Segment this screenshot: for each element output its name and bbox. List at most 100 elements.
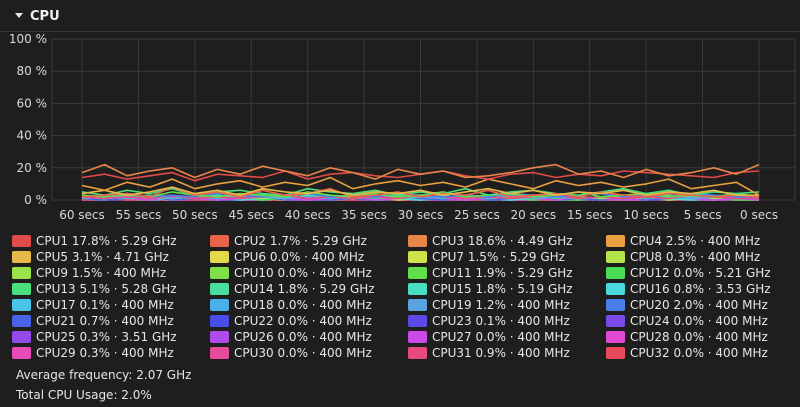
legend-swatch: [210, 251, 229, 263]
legend-swatch: [606, 251, 625, 263]
legend-cpu-detail: 1.5% · 5.29 GHz: [464, 250, 565, 264]
legend-cpu-detail: 0.0% · 5.21 GHz: [669, 266, 771, 280]
legend-cpu-detail: 0.8% · 3.53 GHz: [669, 282, 771, 296]
x-tick-label: 40 secs: [285, 208, 331, 222]
legend-item-cpu23: CPU23 0.1% · 400 MHz: [408, 313, 570, 329]
x-tick-label: 45 secs: [228, 208, 274, 222]
legend-item-cpu12: CPU12 0.0% · 5.21 GHz: [606, 265, 771, 281]
legend-cpu-name: CPU10: [234, 266, 274, 280]
legend-swatch: [210, 347, 229, 359]
x-tick-label: 10 secs: [623, 208, 669, 222]
y-tick-label: 40 %: [17, 129, 48, 143]
legend-cpu-name: CPU30: [234, 346, 274, 360]
y-tick-label: 60 %: [17, 96, 48, 110]
legend-cpu-name: CPU5: [36, 250, 69, 264]
average-frequency: Average frequency: 2.07 GHz: [16, 368, 192, 382]
legend-cpu-name: CPU14: [234, 282, 274, 296]
legend-swatch: [606, 267, 625, 279]
legend-cpu-name: CPU21: [36, 314, 76, 328]
series-line-cpu2: [81, 186, 760, 198]
legend-swatch: [606, 347, 625, 359]
legend-item-cpu14: CPU14 1.8% · 5.29 GHz: [210, 281, 375, 297]
legend-cpu-detail: 0.1% · 400 MHz: [471, 314, 570, 328]
legend-swatch: [408, 283, 427, 295]
legend-cpu-detail: 5.1% · 5.28 GHz: [75, 282, 177, 296]
legend-swatch: [408, 315, 427, 327]
series-line-cpu5: [81, 186, 759, 196]
legend-cpu-name: CPU7: [432, 250, 465, 264]
legend-cpu-detail: 0.0% · 400 MHz: [273, 298, 372, 312]
chevron-down-icon[interactable]: [15, 13, 23, 18]
x-tick-label: 0 secs: [740, 208, 778, 222]
legend-swatch: [408, 347, 427, 359]
legend-item-cpu18: CPU18 0.0% · 400 MHz: [210, 297, 372, 313]
legend-cpu-name: CPU11: [432, 266, 472, 280]
legend-cpu-detail: 0.7% · 400 MHz: [75, 314, 174, 328]
y-tick-label: 80 %: [17, 64, 48, 78]
legend-cpu-detail: 2.5% · 400 MHz: [662, 234, 761, 248]
legend-item-cpu25: CPU25 0.3% · 3.51 GHz: [12, 329, 177, 345]
legend-item-cpu13: CPU13 5.1% · 5.28 GHz: [12, 281, 177, 297]
legend-item-cpu26: CPU26 0.0% · 400 MHz: [210, 329, 372, 345]
legend-cpu-name: CPU19: [432, 298, 472, 312]
legend-cpu-detail: 0.0% · 400 MHz: [273, 330, 372, 344]
legend-cpu-name: CPU32: [630, 346, 670, 360]
legend-cpu-name: CPU6: [234, 250, 267, 264]
legend-cpu-name: CPU29: [36, 346, 76, 360]
x-tick-label: 60 secs: [59, 208, 105, 222]
legend-item-cpu3: CPU3 18.6% · 4.49 GHz: [408, 233, 573, 249]
legend-cpu-detail: 0.0% · 400 MHz: [669, 314, 768, 328]
legend-swatch: [210, 315, 229, 327]
legend-cpu-detail: 0.0% · 400 MHz: [266, 250, 365, 264]
legend-item-cpu31: CPU31 0.9% · 400 MHz: [408, 345, 570, 361]
legend-swatch: [12, 235, 31, 247]
x-tick-label: 25 secs: [454, 208, 500, 222]
legend-swatch: [606, 315, 625, 327]
legend-item-cpu22: CPU22 0.0% · 400 MHz: [210, 313, 372, 329]
legend-swatch: [408, 299, 427, 311]
legend-swatch: [12, 347, 31, 359]
legend-cpu-detail: 1.5% · 400 MHz: [68, 266, 167, 280]
legend-cpu-detail: 0.3% · 400 MHz: [75, 346, 174, 360]
legend-item-cpu16: CPU16 0.8% · 3.53 GHz: [606, 281, 771, 297]
legend-item-cpu27: CPU27 0.0% · 400 MHz: [408, 329, 570, 345]
x-tick-label: 5 secs: [684, 208, 722, 222]
legend-cpu-detail: 0.9% · 400 MHz: [471, 346, 570, 360]
legend-cpu-detail: 0.0% · 400 MHz: [669, 330, 768, 344]
legend-cpu-name: CPU17: [36, 298, 76, 312]
legend-swatch: [606, 235, 625, 247]
cpu-usage-chart: 100 % 80 % 60 % 40 % 20 % 0 % 60 secs 55 secs 50…: [9, 32, 796, 222]
total-cpu-usage: Total CPU Usage: 2.0%: [16, 388, 152, 402]
y-tick-label: 20 %: [17, 161, 48, 175]
y-tick-label: 100 %: [9, 32, 47, 46]
legend-cpu-name: CPU15: [432, 282, 472, 296]
legend-swatch: [408, 267, 427, 279]
x-tick-label: 30 secs: [398, 208, 444, 222]
legend-cpu-name: CPU16: [630, 282, 670, 296]
legend-item-cpu8: CPU8 0.3% · 400 MHz: [606, 249, 760, 265]
legend-cpu-name: CPU31: [432, 346, 472, 360]
legend-cpu-detail: 1.8% · 5.19 GHz: [471, 282, 573, 296]
legend-cpu-name: CPU1: [36, 234, 69, 248]
legend-swatch: [12, 299, 31, 311]
x-tick-label: 35 secs: [341, 208, 387, 222]
legend-item-cpu9: CPU9 1.5% · 400 MHz: [12, 265, 166, 281]
legend-cpu-detail: 1.7% · 5.29 GHz: [266, 234, 367, 248]
legend-item-cpu4: CPU4 2.5% · 400 MHz: [606, 233, 760, 249]
legend-cpu-detail: 3.1% · 4.71 GHz: [68, 250, 169, 264]
cpu-section-header[interactable]: CPU: [0, 0, 800, 34]
section-title: CPU: [30, 9, 60, 24]
legend-cpu-detail: 0.3% · 3.51 GHz: [75, 330, 177, 344]
legend-cpu-name: CPU8: [630, 250, 663, 264]
y-tick-label: 0 %: [24, 193, 47, 207]
legend-item-cpu1: CPU1 17.8% · 5.29 GHz: [12, 233, 177, 249]
legend-swatch: [210, 267, 229, 279]
legend-item-cpu5: CPU5 3.1% · 4.71 GHz: [12, 249, 169, 265]
legend-cpu-name: CPU25: [36, 330, 76, 344]
legend-swatch: [12, 267, 31, 279]
legend-item-cpu11: CPU11 1.9% · 5.29 GHz: [408, 265, 573, 281]
legend-swatch: [12, 315, 31, 327]
legend-swatch: [12, 283, 31, 295]
legend-swatch: [606, 283, 625, 295]
legend-item-cpu24: CPU24 0.0% · 400 MHz: [606, 313, 768, 329]
